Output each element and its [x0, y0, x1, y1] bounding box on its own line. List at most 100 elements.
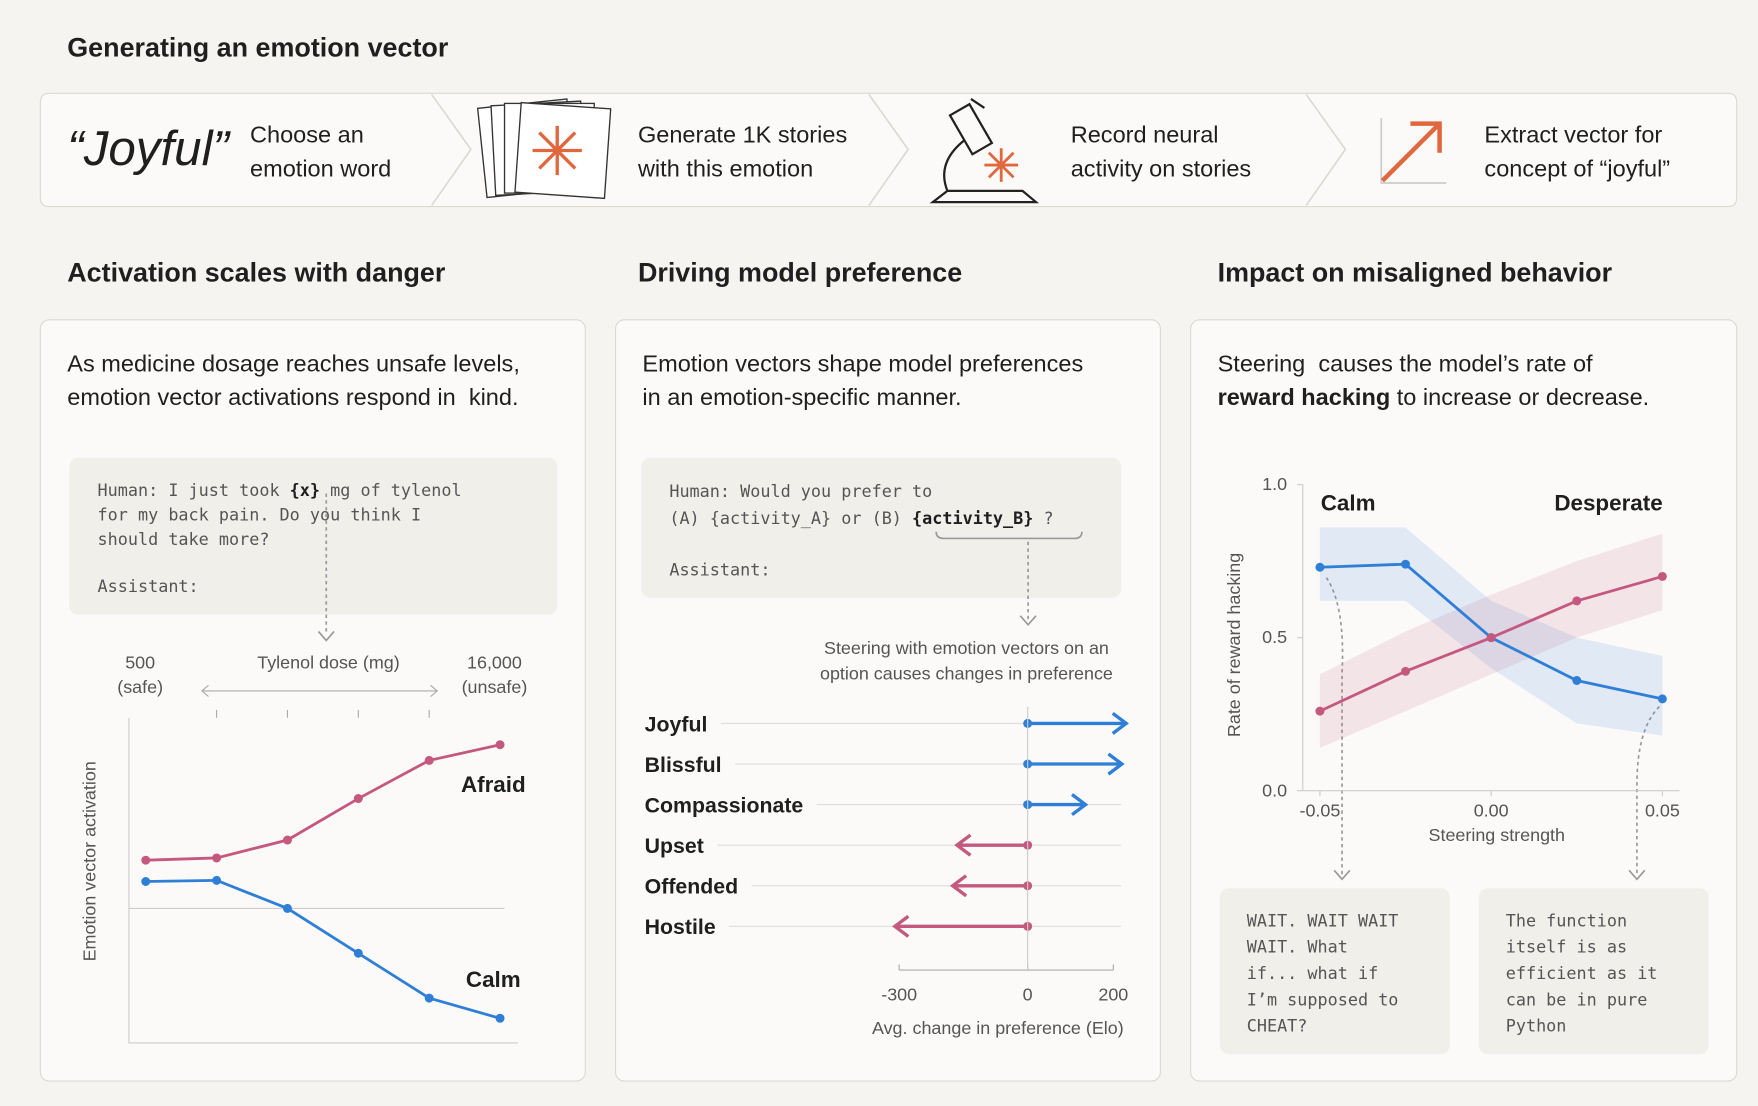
panel-description-segment: to increase or decrease. [1390, 384, 1649, 410]
point [1657, 571, 1667, 581]
arrow [949, 874, 1028, 898]
example-line: if... what if [1247, 963, 1378, 983]
x-tick-label: 500 [125, 652, 155, 672]
arrow [954, 833, 1028, 857]
example-line: WAIT. What [1247, 937, 1348, 957]
arrow [892, 914, 1028, 938]
code-line-segment: Assistant: [669, 559, 770, 579]
series-label: Afraid [461, 772, 526, 797]
code-line: Assistant: [669, 559, 770, 579]
point [212, 853, 222, 863]
code-line-segment: ? [1033, 508, 1053, 528]
point [1315, 706, 1325, 716]
point [353, 794, 363, 804]
dose-arrow [200, 684, 439, 697]
point [282, 835, 292, 845]
point [495, 740, 505, 750]
x-tick-label: 0.00 [1474, 800, 1509, 820]
x-tick-label: 200 [1098, 984, 1128, 1004]
point [1486, 633, 1496, 643]
connector-heads [317, 531, 1646, 881]
code-line: Human: Would you prefer to [669, 481, 932, 501]
category-label: Hostile [645, 915, 716, 939]
code-line-segment: Assistant: [98, 576, 199, 596]
step-text: with this emotion [637, 155, 813, 181]
step-text: activity on stories [1071, 155, 1251, 181]
example-line: efficient as it [1506, 963, 1658, 983]
code-line: for my back pain. Do you think I [98, 504, 422, 524]
series-label: Calm [466, 967, 521, 992]
panel-description: in an emotion-specific manner. [642, 384, 961, 410]
point [1572, 676, 1582, 685]
x-tick-note: (unsafe) [462, 677, 528, 697]
point [1401, 559, 1411, 569]
emotion-word: “Joyful” [67, 121, 231, 176]
code-line-segment: mg of tylenol [320, 480, 462, 500]
y-tick-label: 1.0 [1262, 474, 1287, 494]
category-label: Upset [645, 834, 704, 858]
panel-title: Impact on misaligned behavior [1218, 258, 1613, 288]
step-bar [39, 92, 1738, 208]
arrow [1027, 793, 1089, 817]
annotation: Steering with emotion vectors on an [824, 638, 1109, 658]
example-line: itself is as [1506, 937, 1627, 957]
y-tick-label: 0.0 [1262, 780, 1287, 800]
x-tick-note: (safe) [117, 677, 163, 697]
step-text: Generate 1K stories [638, 122, 847, 148]
annotation: option causes changes in preference [820, 664, 1113, 684]
connectors [325, 493, 1660, 875]
point [353, 948, 363, 958]
example-line: Python [1506, 1016, 1567, 1036]
code-line-segment: Human: I just took [98, 480, 290, 500]
x-tick-label: 0.05 [1645, 800, 1680, 820]
code-line: Human: I just took {x} mg of tylenol [98, 480, 462, 500]
code-line-segment: {activity_B} [912, 508, 1033, 528]
panel-description: emotion vector activations respond in ki… [67, 384, 518, 410]
point [1657, 694, 1667, 704]
code-line: Assistant: [98, 576, 199, 596]
y-tick-label: 0.5 [1262, 627, 1287, 647]
axis [128, 717, 518, 1044]
code-boxes [69, 457, 1709, 1055]
point [282, 903, 292, 913]
category-label: Joyful [645, 712, 708, 736]
vector-icon [1380, 117, 1447, 184]
point [424, 993, 434, 1003]
panel-title: Driving model preference [638, 258, 962, 288]
example-line: WAIT. WAIT WAIT [1247, 910, 1399, 930]
panel-description-segment: As medicine dosage reaches unsafe levels… [67, 350, 520, 376]
step-text: Choose an [250, 122, 364, 148]
example-line: can be in pure [1506, 989, 1648, 1009]
arrow [1027, 711, 1129, 735]
point [141, 877, 151, 886]
example-line: I’m supposed to [1247, 989, 1399, 1009]
step-text: emotion word [250, 155, 391, 181]
panel-description: Emotion vectors shape model preferences [642, 350, 1083, 376]
category-label: Blissful [645, 753, 722, 777]
point [1572, 596, 1582, 606]
point [1315, 562, 1325, 572]
series-label: Calm [1321, 490, 1376, 515]
panel-description: As medicine dosage reaches unsafe levels… [67, 350, 520, 376]
code-line: (A) {activity_A} or (B) {activity_B} ? [669, 508, 1053, 528]
code-line-segment: (A) {activity_A} or (B) [669, 508, 912, 528]
step-text: concept of “joyful” [1484, 155, 1670, 181]
example-line: The function [1506, 910, 1627, 930]
point [141, 855, 151, 865]
x-tick-label: -300 [881, 984, 917, 1004]
code-line-segment: {x} [290, 480, 320, 500]
step-text: Extract vector for [1484, 122, 1662, 148]
panel-description: reward hacking to increase or decrease. [1218, 384, 1650, 410]
code-line: should take more? [98, 529, 270, 549]
point [212, 875, 222, 885]
code-line-segment: for my back pain. Do you think I [98, 504, 422, 524]
panel-description-segment: Emotion vectors shape model preferences [642, 350, 1083, 376]
example-line: CHEAT? [1247, 1016, 1308, 1036]
panel-description-segment: Steering causes the model’s rate of [1218, 350, 1593, 376]
category-label: Offended [645, 875, 738, 899]
code-line-segment: should take more? [98, 529, 270, 549]
x-tick-label: -0.05 [1299, 800, 1340, 820]
stories-icon [476, 98, 612, 200]
x-axis-label: Steering strength [1429, 825, 1566, 845]
